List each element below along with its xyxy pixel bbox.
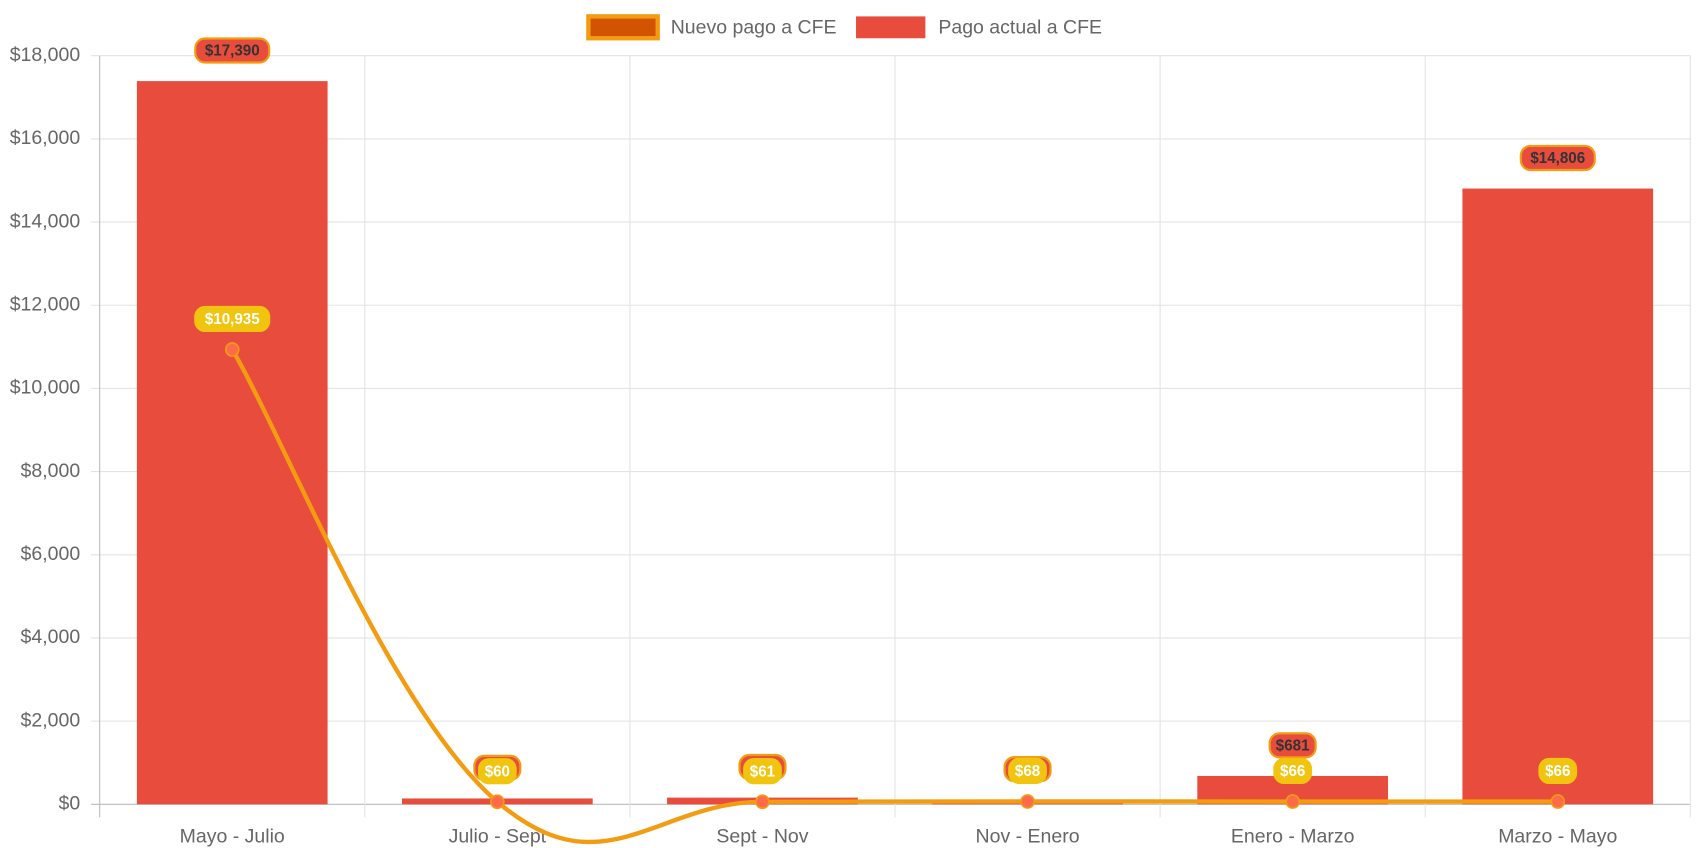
y-tick-label: $0 <box>58 792 80 814</box>
data-label-bg <box>1273 757 1313 785</box>
line-point <box>224 342 240 357</box>
line-point <box>755 794 770 810</box>
legend-swatch <box>586 14 660 41</box>
line-point <box>1020 794 1035 809</box>
data-label-bg <box>1538 757 1578 785</box>
x-tick-label: Enero - Marzo <box>1231 825 1355 847</box>
data-label-bg <box>194 305 271 333</box>
data-label: $61 <box>750 763 776 780</box>
legend-swatch <box>856 16 926 39</box>
data-label: $68 <box>1015 763 1040 780</box>
data-label-bg <box>1268 732 1317 759</box>
data-label: $17,390 <box>205 43 260 60</box>
line-point <box>1550 794 1566 809</box>
y-tick-label: $8,000 <box>21 460 81 482</box>
y-tick-label: $18,000 <box>10 44 81 66</box>
y-tick-label: $14,000 <box>10 210 81 232</box>
data-label: $60 <box>485 763 510 780</box>
data-label: $14,806 <box>1530 150 1585 167</box>
line-point <box>490 794 505 810</box>
y-tick-label: $10,000 <box>10 377 81 399</box>
x-tick-label: Mayo - Julio <box>180 825 285 847</box>
y-tick-label: $12,000 <box>10 293 81 315</box>
legend-label: Nuevo pago a CFE <box>671 17 837 39</box>
line <box>230 348 1558 845</box>
data-label-bg <box>194 37 271 64</box>
data-label-bg <box>477 758 517 785</box>
bar <box>1462 188 1654 805</box>
line-point <box>1285 794 1300 809</box>
data-label-bg <box>1519 144 1596 172</box>
data-label: $681 <box>1276 737 1310 754</box>
legend: Nuevo pago a CFE Pago actual a CFE <box>586 14 1102 41</box>
data-label-bg <box>743 758 782 785</box>
bar <box>136 81 328 805</box>
x-tick-label: Julio - Sept <box>449 825 547 847</box>
y-tick-label: $4,000 <box>21 626 81 648</box>
data-label-bg <box>1008 757 1047 784</box>
x-tick-label: Sept - Nov <box>716 825 808 847</box>
legend-label: Pago actual a CFE <box>938 17 1102 39</box>
y-tick-label: $2,000 <box>21 709 81 731</box>
y-tick-label: $6,000 <box>21 543 81 565</box>
data-label: $66 <box>1280 763 1305 780</box>
data-label: $10,935 <box>205 311 260 328</box>
x-tick-label: Nov - Enero <box>976 825 1080 847</box>
y-tick-label: $16,000 <box>10 127 81 149</box>
x-tick-label: Marzo - Mayo <box>1498 825 1617 847</box>
data-label: $66 <box>1545 763 1570 780</box>
